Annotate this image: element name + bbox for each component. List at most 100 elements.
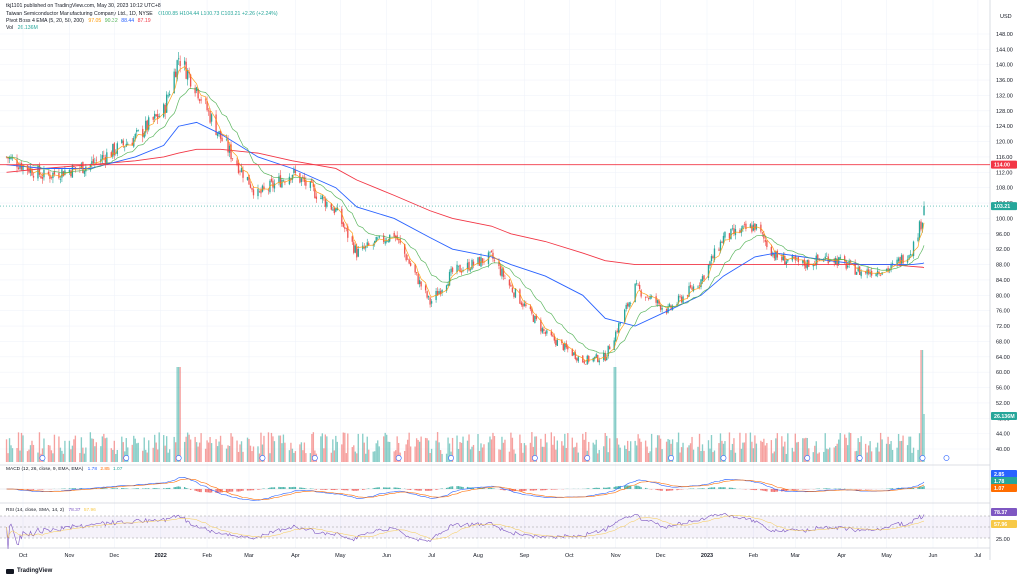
candle-body [540, 319, 542, 332]
candle-body [22, 164, 24, 171]
candle-body [248, 174, 250, 185]
candle-body [31, 168, 33, 176]
macd-histogram-bar [728, 487, 731, 489]
macd-axis-label-bg [991, 470, 1017, 478]
macd-histogram-bar [713, 487, 716, 489]
volume-bar [881, 439, 883, 462]
volume-bar [844, 434, 846, 462]
volume-bar [252, 446, 255, 462]
macd-histogram-bar [896, 487, 898, 489]
price-tick-label: 100.00 [996, 216, 1013, 222]
candle-body [221, 137, 223, 142]
candle-body [535, 315, 538, 320]
macd-histogram-bar [363, 489, 365, 490]
candle-body [917, 237, 919, 241]
volume-legend[interactable]: Vol 26.136M [6, 25, 38, 31]
volume-bar [619, 447, 621, 462]
candle-body [879, 275, 882, 276]
macd-histogram-bar [520, 489, 523, 492]
candle-body [869, 272, 871, 275]
volume-bar [377, 440, 379, 462]
volume-bar [814, 445, 816, 462]
candlesticks [5, 52, 925, 366]
volume-bar [221, 444, 223, 462]
candle-body [743, 224, 746, 225]
macd-histogram-bar [41, 489, 44, 490]
candle-body [739, 230, 741, 233]
macd-histogram-bar [324, 489, 327, 490]
rsi-axis-label-bg [991, 520, 1017, 528]
candle-body [218, 130, 220, 135]
volume-bar [722, 443, 725, 462]
macd-value: 1.78 [87, 467, 97, 472]
candle-body [628, 302, 630, 307]
volume-bar [514, 453, 517, 462]
volume-bar [374, 451, 376, 462]
candle-body [8, 157, 11, 160]
macd-histogram-bar [457, 486, 460, 489]
tradingview-logo[interactable]: TradingView [6, 568, 52, 574]
candle-body [688, 286, 690, 297]
candle-body [655, 296, 657, 303]
price-tick-label: 132.00 [996, 93, 1013, 99]
candle-body [10, 156, 12, 159]
volume-bar [157, 449, 159, 462]
macd-histogram-bar [668, 489, 671, 491]
candle-body [330, 203, 332, 210]
candle-body [53, 171, 56, 175]
candle-body [134, 133, 136, 139]
macd-histogram-bar [782, 489, 785, 492]
macd-histogram-bar [791, 489, 793, 491]
volume-bar [604, 432, 606, 462]
macd-histogram-bar [157, 488, 159, 489]
ema-legend[interactable]: Pivot Boss 4 EMA (5, 20, 50, 200) 97.05 … [6, 18, 151, 24]
candle-body [251, 187, 253, 190]
volume-bar [806, 438, 808, 462]
time-tick-label: Jul [428, 553, 435, 559]
candle-body [923, 206, 925, 216]
volume-bar [240, 441, 243, 462]
candle-body [122, 140, 124, 146]
macd-histogram-bar [594, 487, 596, 489]
macd-histogram-bar [91, 488, 93, 489]
time-tick-label: Jul [974, 553, 981, 559]
symbol-title[interactable]: Taiwan Semiconductor Manufacturing Compa… [6, 11, 153, 17]
macd-legend[interactable]: MACD (12, 26, close, 9, EMA, EMA) 1.78 2… [6, 467, 122, 472]
macd-histogram-bar [531, 489, 533, 491]
price-tick-label: 64.00 [996, 355, 1010, 361]
candle-body [552, 335, 554, 337]
volume-bar [650, 433, 653, 462]
candle-body [857, 267, 859, 272]
candle-body [803, 259, 805, 266]
candle-body [855, 272, 858, 275]
candle-body [143, 132, 145, 138]
volume-bar [827, 449, 829, 462]
candle-body [781, 256, 783, 261]
candle-body [47, 171, 50, 175]
volume-bar [640, 441, 642, 462]
candle-body [658, 300, 660, 305]
volume-axis-label: 26.136M [994, 414, 1015, 420]
candle-body [909, 254, 912, 256]
candle-body [513, 292, 515, 297]
volume-bar [667, 438, 669, 462]
candle-body [733, 228, 735, 234]
volume-bar [137, 442, 139, 462]
time-tick-label: Jun [929, 553, 938, 559]
volume-bar [870, 451, 873, 462]
macd-histogram-bar [541, 489, 544, 491]
volume-bar [110, 448, 112, 462]
volume-bar [917, 449, 919, 462]
candle-body [267, 189, 270, 191]
macd-histogram-bar [333, 489, 335, 491]
macd-histogram-bar [671, 489, 674, 491]
volume-bar [294, 451, 297, 462]
volume-bar [79, 452, 81, 462]
volume-bar [573, 447, 575, 462]
candle-body [291, 174, 294, 180]
rsi-legend[interactable]: RSI (14, close, SMA, 14, 2) 78.37 57.96 [6, 508, 96, 513]
volume-bar [396, 436, 398, 462]
volume-bar [797, 441, 799, 462]
volume-bar [802, 438, 804, 462]
